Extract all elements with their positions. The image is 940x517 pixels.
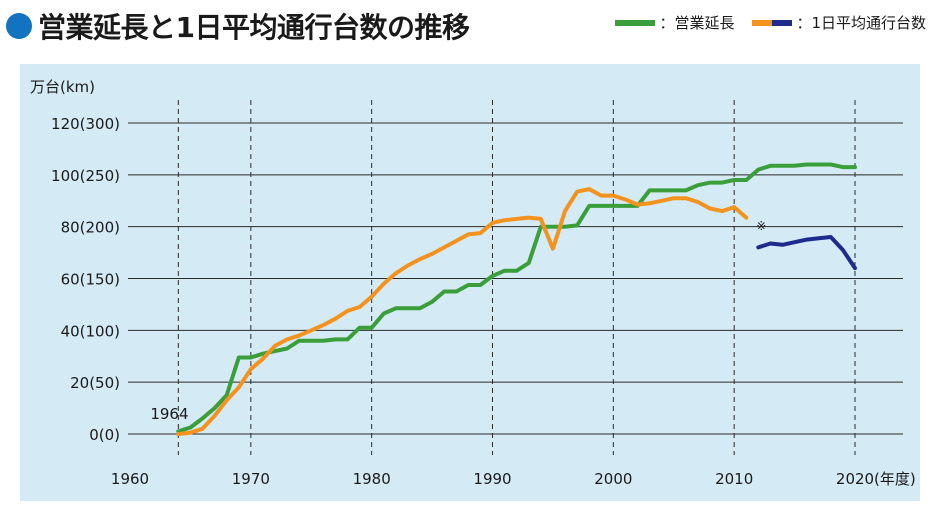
y-tick-label: 60(150) xyxy=(61,271,120,289)
series-line-length xyxy=(176,162,857,434)
x-tick-label: 1970 xyxy=(232,470,270,488)
legend-item-length: ：営業延長 xyxy=(615,12,734,33)
chart-title: 営業延長と1日平均通行台数の推移 xyxy=(38,11,470,44)
legend-label-length: ：営業延長 xyxy=(659,14,735,32)
y-tick-label: 40(100) xyxy=(61,322,120,340)
annotation-1: ※ xyxy=(756,219,766,233)
chart-title-block: 営業延長と1日平均通行台数の推移 xyxy=(6,4,470,48)
x-tick-label: 2000 xyxy=(594,470,632,488)
x-tick-label: 1980 xyxy=(353,470,391,488)
title-bullet-icon xyxy=(6,13,32,39)
annotation-0: 1964 xyxy=(150,405,188,423)
chart-panel xyxy=(20,64,920,501)
legend-label-traffic: ：1日平均通行台数 xyxy=(796,14,926,32)
series-line-traffic_new xyxy=(756,235,857,271)
x-tick-label: 1990 xyxy=(473,470,511,488)
x-tick-label: 1960 xyxy=(111,470,149,488)
y-tick-label: 0(0) xyxy=(89,426,120,444)
x-tick-label: 2010 xyxy=(715,470,753,488)
y-tick-label: 100(250) xyxy=(51,167,120,185)
legend-swatch-traffic-old xyxy=(752,19,793,26)
y-tick-label: 20(50) xyxy=(70,374,120,392)
legend-swatch-length xyxy=(615,19,656,26)
x-tick-label: 2020 xyxy=(836,470,874,488)
series-line-traffic_old xyxy=(176,187,749,436)
legend: ：営業延長 ：1日平均通行台数 xyxy=(597,12,926,33)
y-axis-label: 万台(km) xyxy=(30,78,95,96)
legend-item-traffic: ：1日平均通行台数 xyxy=(752,12,926,33)
x-axis-label: (年度) xyxy=(874,470,916,488)
y-tick-label: 80(200) xyxy=(61,219,120,237)
y-tick-label: 120(300) xyxy=(51,115,120,133)
